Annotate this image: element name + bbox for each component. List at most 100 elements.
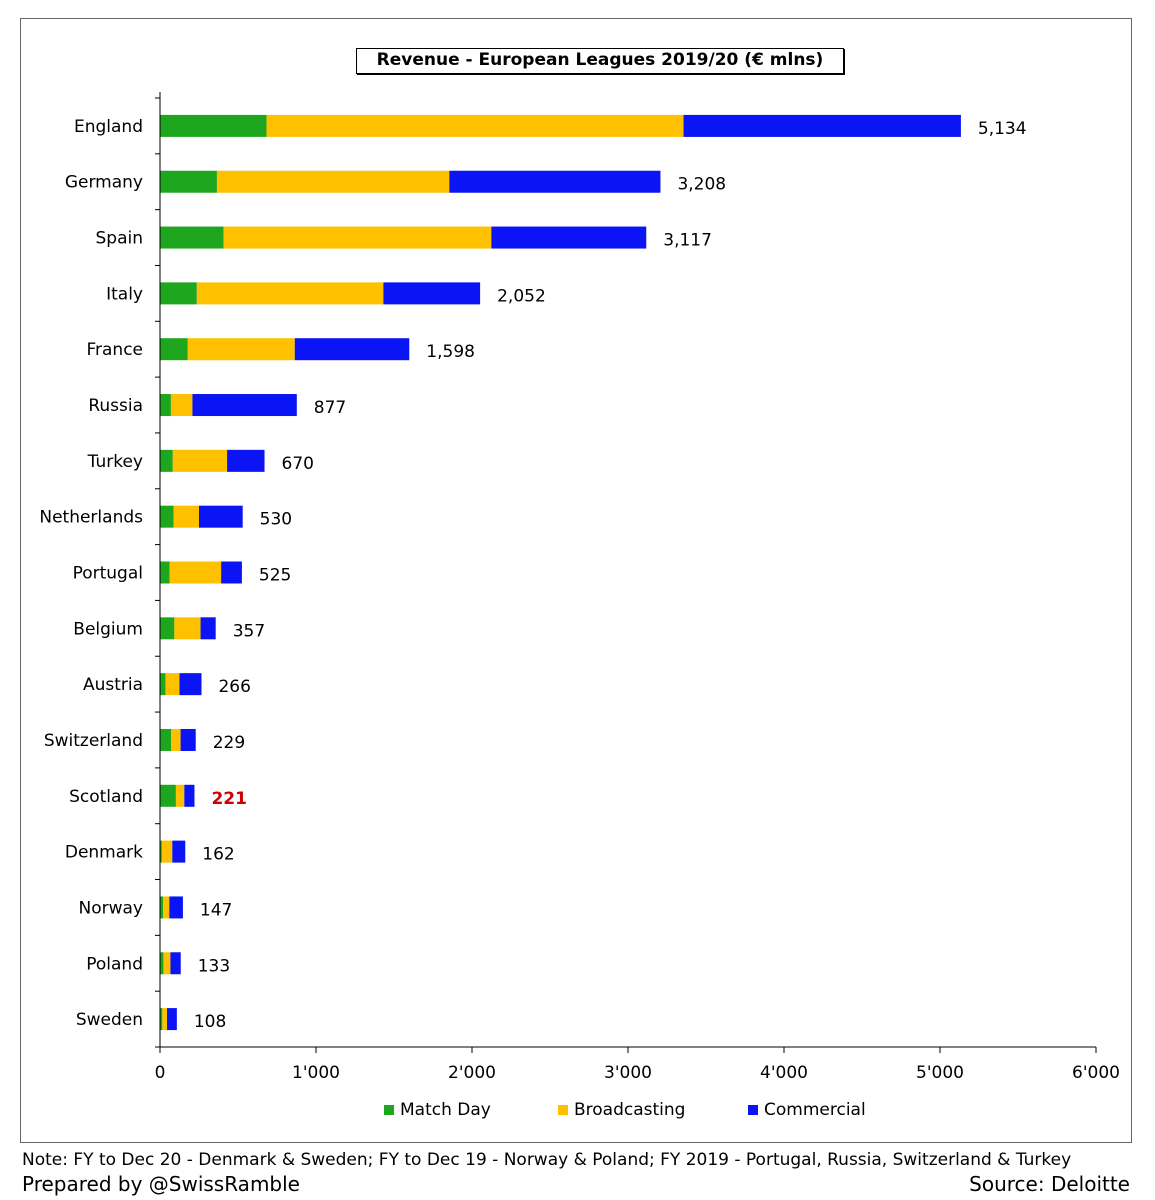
x-tick-label: 6'000 [1072,1063,1120,1083]
category-label-sweden: Sweden [76,1010,143,1030]
bar-germany-commercial [449,170,661,193]
legend-swatch-commercial [748,1105,758,1115]
bar-denmark-broadcasting [161,840,173,863]
bar-england-match-day [160,114,267,137]
bar-scotland-broadcasting [175,784,185,807]
total-label-russia: 877 [314,398,346,418]
total-label-switzerland: 229 [213,733,245,753]
legend-label-broadcasting: Broadcasting [574,1100,686,1120]
category-label-netherlands: Netherlands [39,508,143,528]
bar-norway-broadcasting [163,896,170,919]
bar-england-broadcasting [266,114,684,137]
total-label-germany: 3,208 [677,175,726,195]
total-label-poland: 133 [198,956,230,976]
bar-norway-commercial [169,896,183,919]
bar-germany-broadcasting [216,170,450,193]
legend-label-commercial: Commercial [764,1100,866,1120]
legend-label-match-day: Match Day [400,1100,491,1120]
category-label-scotland: Scotland [69,787,143,807]
bar-belgium-match-day [160,617,175,640]
prepared-by: Prepared by @SwissRamble [22,1172,300,1196]
x-tick-label: 5'000 [916,1063,964,1083]
total-label-england: 5,134 [978,119,1027,139]
total-label-norway: 147 [200,900,232,920]
bar-turkey-match-day [160,449,173,472]
x-tick-label: 1'000 [292,1063,340,1083]
legend-item-commercial: Commercial [748,1100,866,1120]
legend-item-broadcasting: Broadcasting [558,1100,685,1120]
bar-belgium-broadcasting [174,617,201,640]
bar-russia-commercial [192,394,297,417]
bar-spain-commercial [491,226,647,249]
source-credit: Source: Deloitte [969,1172,1130,1196]
bar-italy-broadcasting [196,282,384,305]
bar-france-commercial [294,338,410,361]
x-tick-label: 0 [155,1063,166,1083]
bar-austria-match-day [160,673,166,696]
category-label-england: England [74,117,143,137]
bar-turkey-commercial [227,449,265,472]
bar-scotland-commercial [184,784,195,807]
footnote: Note: FY to Dec 20 - Denmark & Sweden; F… [22,1150,1072,1170]
bar-sweden-match-day [160,1008,163,1031]
bar-scotland-match-day [160,784,176,807]
bar-spain-broadcasting [223,226,492,249]
bar-netherlands-match-day [160,505,174,528]
bar-switzerland-commercial [180,728,196,751]
bar-russia-broadcasting [170,394,193,417]
bar-italy-commercial [383,282,481,305]
total-label-portugal: 525 [259,566,291,586]
x-tick-label: 2'000 [448,1063,496,1083]
category-label-germany: Germany [65,173,143,193]
legend-item-match-day: Match Day [384,1100,491,1120]
category-label-austria: Austria [83,675,143,695]
category-label-italy: Italy [106,284,143,304]
bar-france-match-day [160,338,188,361]
category-label-portugal: Portugal [73,564,143,584]
bar-denmark-match-day [160,840,162,863]
category-label-belgium: Belgium [73,619,143,639]
total-label-sweden: 108 [194,1012,226,1032]
chart-frame [20,18,1132,1143]
bar-denmark-commercial [172,840,186,863]
total-label-spain: 3,117 [663,231,712,251]
bar-russia-match-day [160,394,171,417]
bar-spain-match-day [160,226,224,249]
total-label-turkey: 670 [282,454,314,474]
total-label-scotland: 221 [211,789,247,809]
category-label-switzerland: Switzerland [44,731,143,751]
bar-netherlands-commercial [199,505,243,528]
category-label-russia: Russia [88,396,143,416]
category-label-france: France [86,340,143,360]
x-tick-label: 3'000 [604,1063,652,1083]
bar-england-commercial [683,114,961,137]
bar-belgium-commercial [200,617,216,640]
category-label-poland: Poland [86,954,143,974]
total-label-belgium: 357 [233,621,265,641]
category-label-norway: Norway [79,898,144,918]
total-label-netherlands: 530 [260,510,292,530]
bar-poland-broadcasting [163,952,171,975]
total-label-denmark: 162 [202,845,234,865]
bar-portugal-match-day [160,561,170,584]
chart-title: Revenue - European Leagues 2019/20 (€ ml… [356,48,844,74]
bar-netherlands-broadcasting [173,505,199,528]
bar-portugal-broadcasting [169,561,222,584]
bar-france-broadcasting [187,338,295,361]
bar-switzerland-broadcasting [171,728,181,751]
category-label-denmark: Denmark [65,843,143,863]
category-label-spain: Spain [96,229,144,249]
legend-swatch-match-day [384,1105,394,1115]
category-label-turkey: Turkey [87,452,143,472]
legend-swatch-broadcasting [558,1105,568,1115]
bar-turkey-broadcasting [172,449,228,472]
bar-switzerland-match-day [160,728,172,751]
bar-italy-match-day [160,282,197,305]
x-tick-label: 4'000 [760,1063,808,1083]
total-label-austria: 266 [218,677,250,697]
bar-austria-commercial [179,673,202,696]
bar-portugal-commercial [221,561,242,584]
bar-sweden-broadcasting [162,1008,168,1031]
total-label-italy: 2,052 [497,286,546,306]
bar-austria-broadcasting [165,673,180,696]
